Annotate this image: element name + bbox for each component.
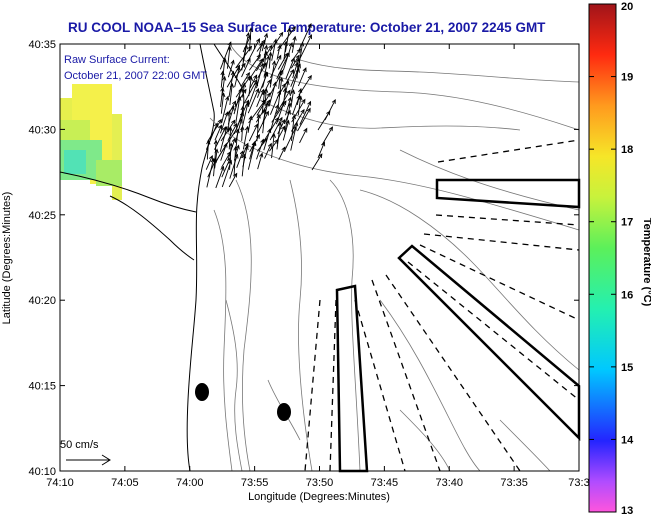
x-tick-label: 73:40 bbox=[435, 477, 463, 489]
colorbar-tick-label: 16 bbox=[621, 289, 633, 301]
scale-label: 50 cm/s bbox=[60, 439, 99, 451]
scale-arrow-head bbox=[101, 454, 111, 466]
colorbar-tick-label: 13 bbox=[621, 505, 633, 517]
current-label-line1: Raw Surface Current: bbox=[64, 54, 170, 66]
y-tick-label: 40:25 bbox=[28, 210, 56, 222]
x-axis-label: Longitude (Degrees:Minutes) bbox=[248, 491, 390, 503]
colorbar-tick-label: 14 bbox=[621, 434, 634, 446]
x-tick-label: 74:00 bbox=[176, 477, 204, 489]
shoreline-north bbox=[59, 171, 197, 213]
y-tick-label: 40:35 bbox=[28, 39, 56, 51]
x-tick-label: 74:10 bbox=[46, 477, 74, 489]
site-marker bbox=[195, 383, 209, 401]
radial-dashed-lines bbox=[304, 139, 580, 472]
x-tick-label: 74:05 bbox=[111, 477, 139, 489]
x-tick-label: 73:35 bbox=[500, 477, 528, 489]
colorbar-ticks: 20 19 18 17 16 15 14 13 bbox=[589, 1, 634, 517]
x-tick-label: 73:3 bbox=[568, 477, 589, 489]
x-axis-ticks: 74:10 74:05 74:00 73:55 73:50 73:45 73:40 73:35… bbox=[46, 44, 590, 489]
map-background bbox=[60, 44, 579, 471]
sst-patch bbox=[60, 84, 122, 200]
current-vectors bbox=[205, 22, 336, 189]
colorbar bbox=[588, 3, 617, 513]
x-tick-label: 73:50 bbox=[306, 477, 334, 489]
coastline bbox=[186, 43, 215, 472]
y-tick-label: 40:10 bbox=[28, 466, 56, 478]
shoreline-bay bbox=[109, 195, 195, 261]
y-axis-ticks: 40:35 40:30 40:25 40:20 40:15 40:10 bbox=[28, 39, 579, 478]
colorbar-label: Temperature (°C) bbox=[641, 218, 651, 307]
colorbar-tick-label: 20 bbox=[621, 1, 633, 13]
figure-title: RU COOL NOAA–15 Sea Surface Temperature:… bbox=[68, 20, 546, 35]
colorbar-tick-label: 17 bbox=[621, 217, 633, 229]
current-label-line2: October 21, 2007 22:00 GMT bbox=[64, 70, 207, 82]
colorbar-tick-label: 18 bbox=[621, 144, 633, 156]
x-tick-label: 73:45 bbox=[371, 477, 399, 489]
x-tick-label: 73:55 bbox=[241, 477, 269, 489]
y-tick-label: 40:20 bbox=[28, 295, 56, 307]
y-tick-label: 40:15 bbox=[28, 381, 56, 393]
y-tick-label: 40:30 bbox=[28, 124, 56, 136]
colorbar-tick-label: 15 bbox=[621, 362, 633, 374]
colorbar-tick-label: 19 bbox=[621, 72, 633, 84]
site-marker bbox=[277, 403, 291, 421]
y-axis-label: Latitude (Degrees:Minutes) bbox=[1, 192, 13, 325]
